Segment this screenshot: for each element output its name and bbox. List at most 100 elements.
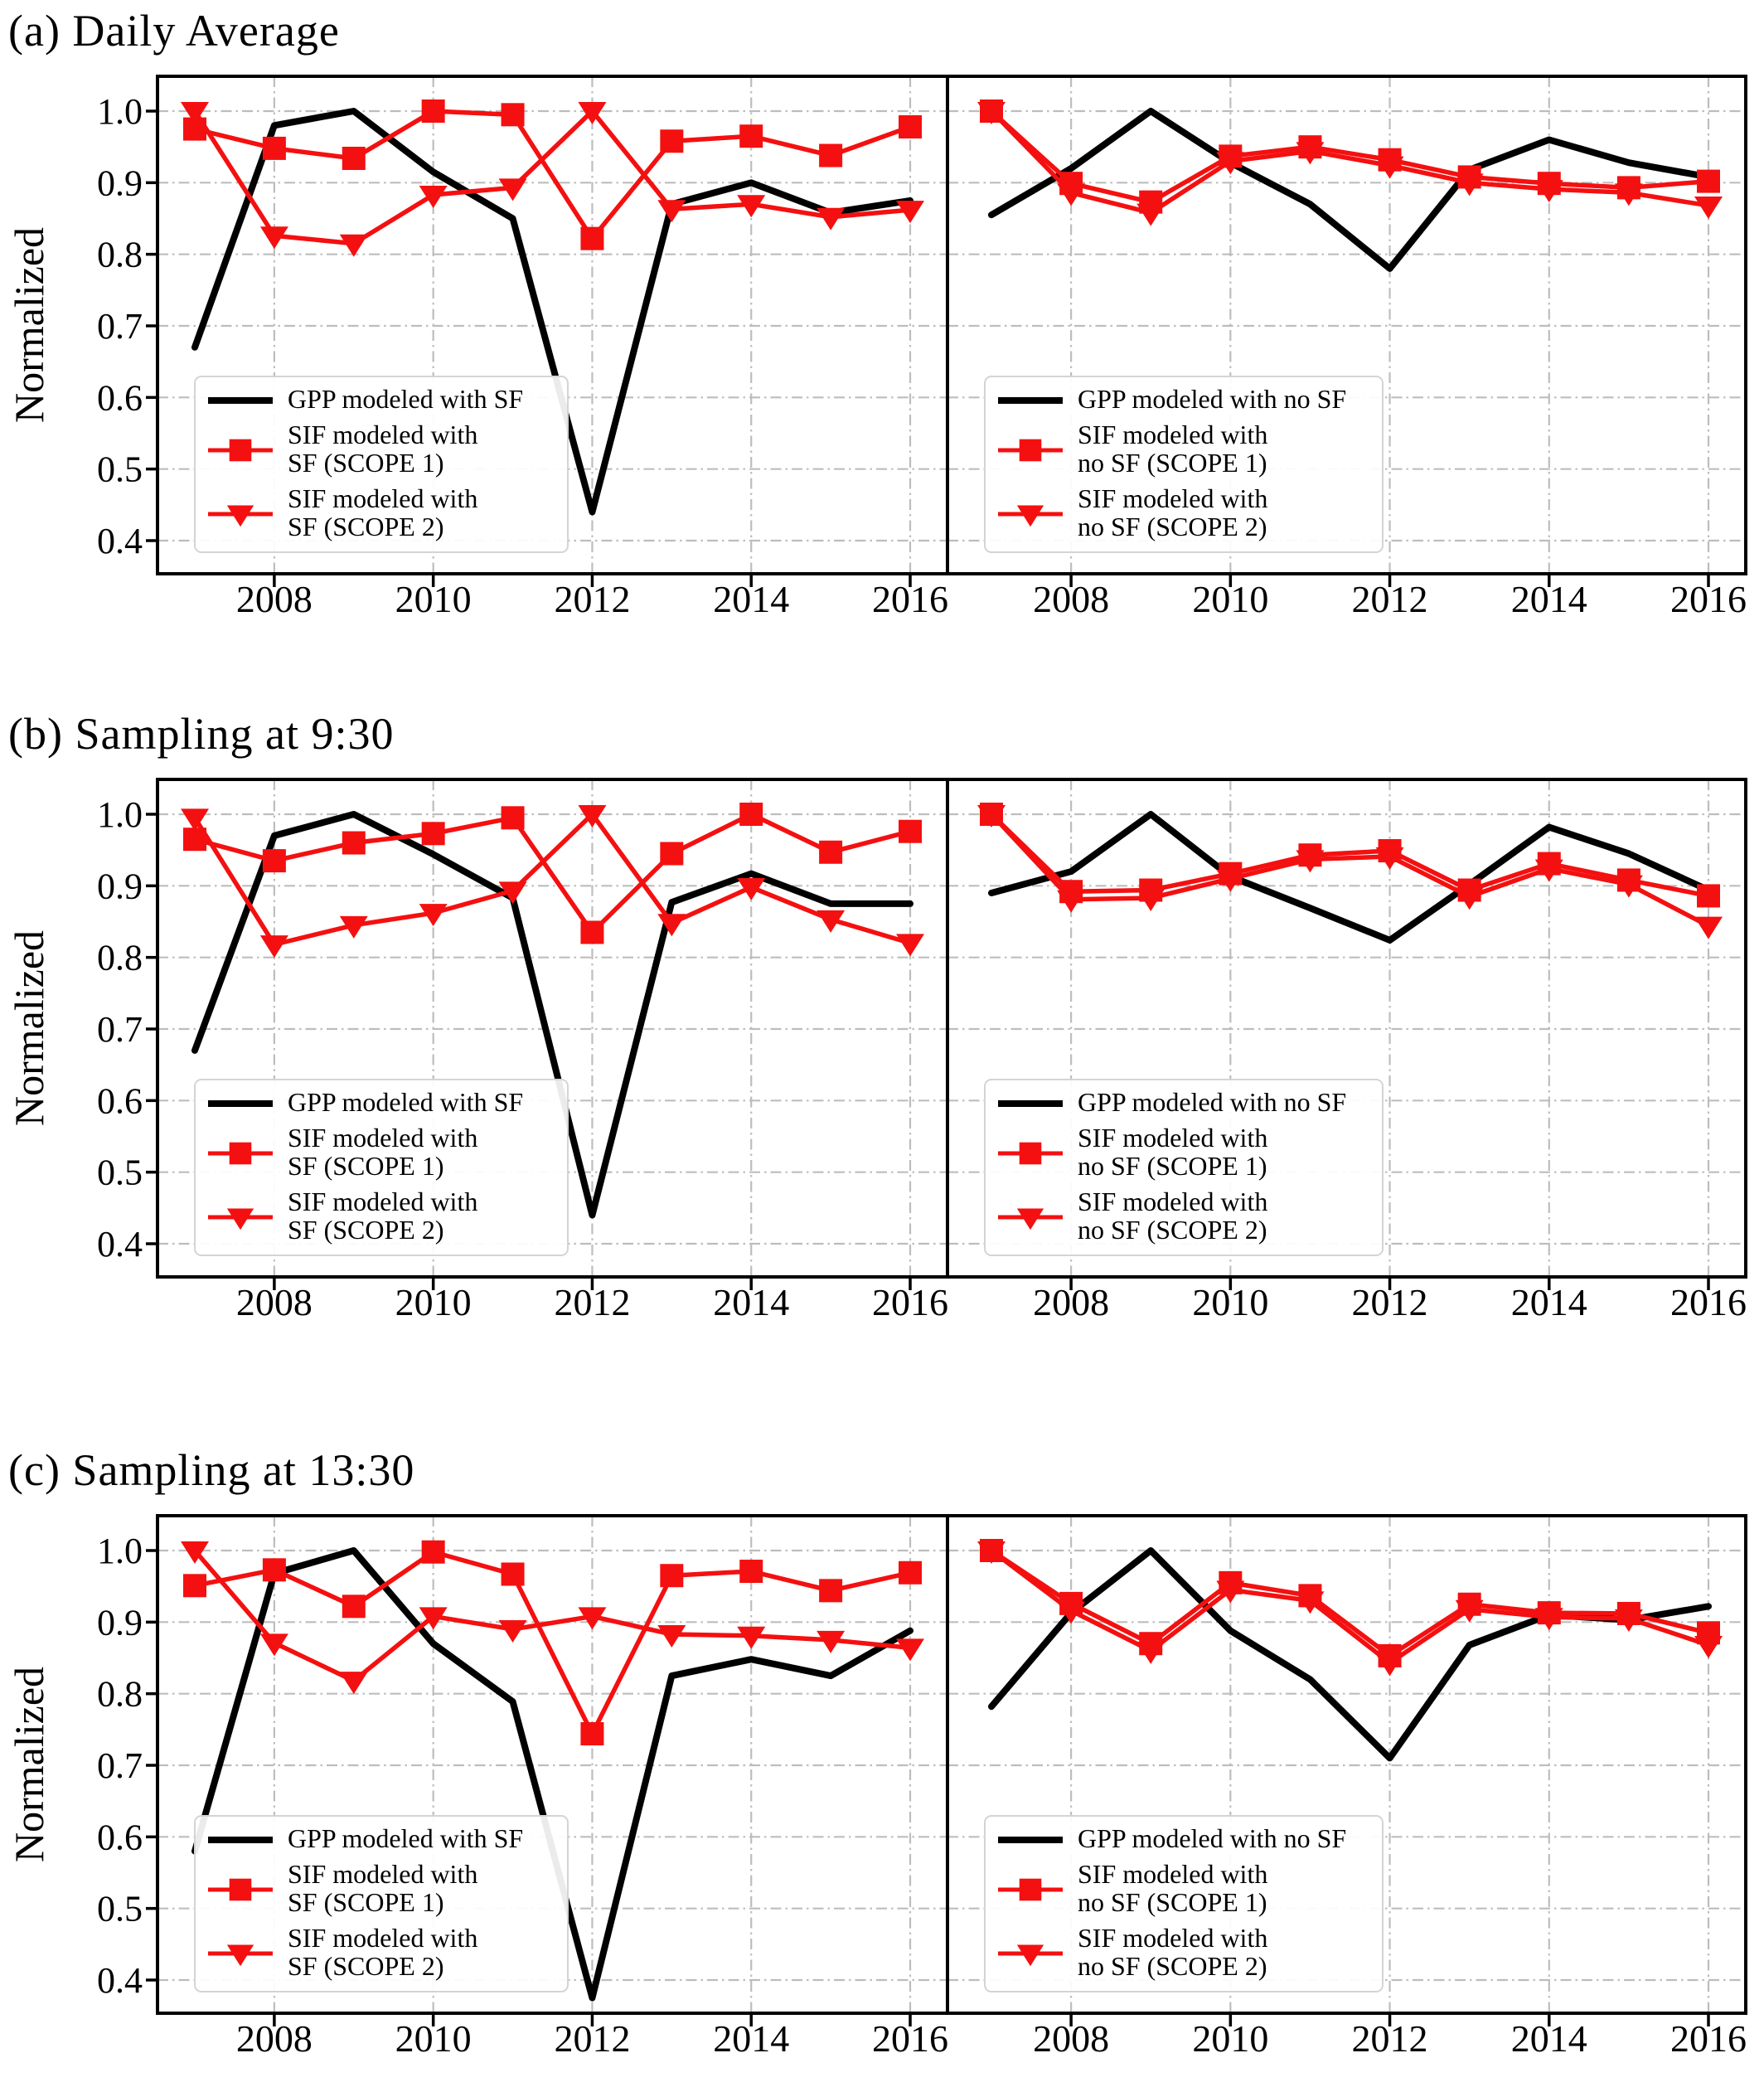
legend-label: SIF modeled with [288, 1859, 477, 1889]
x-tick-label: 2014 [1511, 2017, 1587, 2056]
y-axis-label: Normalized [6, 1667, 52, 1862]
legend-label: GPP modeled with no SF [1078, 1823, 1346, 1853]
x-tick-label: 2016 [1670, 1281, 1747, 1320]
legend-sample-square-icon [229, 1878, 252, 1901]
gridlines-b-right [947, 779, 1746, 1277]
legend-label: no SF (SCOPE 1) [1078, 1151, 1267, 1181]
panel-border-a-right [946, 75, 1747, 575]
legend-label: no SF (SCOPE 1) [1078, 1887, 1267, 1917]
series-line-c-right-2 [989, 1548, 1711, 1658]
legend-sample-triangle-down-icon [1016, 505, 1044, 527]
legend-label: SF (SCOPE 1) [288, 1887, 444, 1917]
x-tick-label: 2012 [554, 1281, 630, 1320]
series-markers-b-left-triangle-down [181, 805, 924, 959]
series-markers-b-right-square [980, 803, 1720, 908]
series-line-b-left-0 [191, 811, 914, 1219]
x-tick-label: 2012 [554, 578, 630, 617]
legend-label: GPP modeled with no SF [1078, 384, 1346, 414]
y-tick-label: 1.0 [97, 794, 143, 835]
x-tick-label: 2014 [713, 578, 789, 617]
y-tick-label: 0.6 [97, 1080, 143, 1121]
series-line-b-left-2 [192, 812, 913, 935]
axis-ticks-a-right [1069, 574, 1710, 587]
x-tick-label: 2012 [1352, 2017, 1428, 2056]
y-tick-label: 0.8 [97, 1674, 143, 1715]
legend-label: SIF modeled with [288, 1923, 477, 1953]
x-tick-label: 2016 [1670, 2017, 1747, 2056]
panel-a-left: 2008 2010 2012 2014 2016 1.0 0.9 0.8 0.7 0.6 0.5 0.… [6, 75, 949, 617]
series-line-a-left-2 [192, 109, 913, 241]
series-line-a-left-0 [191, 108, 914, 516]
x-tick-label: 2014 [713, 1281, 789, 1320]
panel-b-right: 2008 2010 2012 2014 2016 GPP modeled with no … [946, 778, 1747, 1320]
legend-label: SIF modeled with [1078, 1859, 1267, 1889]
legend-sample-square-icon [229, 439, 252, 462]
axis-ticks-c-left [146, 1549, 912, 2026]
y-tick-label: 0.5 [97, 449, 143, 490]
legend-a-right: GPP modeled with no SF SIF modeled withno… [984, 376, 1384, 553]
legend-label: GPP modeled with no SF [1078, 1087, 1346, 1117]
y-tick-label: 0.6 [97, 377, 143, 418]
panel-b-left: 2008 2010 2012 2014 2016 1.0 0.9 0.8 0.7 0.6 0.5 0.… [6, 778, 949, 1320]
y-tick-label: 1.0 [97, 91, 143, 132]
row-title-b: (b) Sampling at 9:30 [8, 709, 395, 759]
panel-border-b-right [946, 778, 1747, 1279]
y-tick-label: 0.7 [97, 306, 143, 347]
series-line-a-right-0 [988, 108, 1712, 272]
series-line-c-right-1 [989, 1548, 1711, 1666]
legend-sample-triangle-down-icon [226, 1944, 254, 1967]
legend-label: SIF modeled with [288, 1123, 477, 1153]
legend-label: SIF modeled with [1078, 483, 1267, 513]
x-tick-label: 2008 [1033, 2017, 1109, 2056]
series-line-c-left-1 [192, 1548, 913, 1683]
series-line-b-right-1 [989, 812, 1711, 929]
legend-sample-square-icon [229, 1142, 252, 1165]
series-markers-c-left-triangle-down [181, 1541, 924, 1695]
legend-label: SIF modeled with [288, 420, 477, 449]
series-line-c-right-0 [988, 1547, 1712, 1762]
legend-label: SIF modeled with [1078, 1923, 1267, 1953]
x-tick-label: 2010 [395, 578, 472, 617]
y-axis-label: Normalized [6, 930, 52, 1126]
row-sampling-1330: (c) Sampling at 13:30 2008 2010 2012 2014 20… [0, 1444, 1764, 2056]
axis-ticks-c-right [1069, 2013, 1710, 2026]
x-tick-label: 2010 [1192, 2017, 1268, 2056]
series-line-a-right-1 [989, 109, 1711, 216]
y-tick-label: 0.4 [97, 1224, 143, 1264]
series-line-a-left-1 [192, 109, 913, 246]
y-tick-label: 0.6 [97, 1817, 143, 1857]
y-tick-label: 0.4 [97, 521, 143, 561]
y-tick-label: 0.5 [97, 1889, 143, 1929]
legend-label: no SF (SCOPE 2) [1078, 512, 1267, 541]
y-tick-label: 0.9 [97, 1602, 143, 1643]
series-markers-b-left-square [183, 803, 922, 944]
legend-label: SF (SCOPE 1) [288, 1151, 444, 1181]
legend-label: GPP modeled with SF [288, 1087, 523, 1117]
x-tick-label: 2014 [713, 2017, 789, 2056]
y-tick-label: 0.8 [97, 938, 143, 978]
y-tick-label: 0.7 [97, 1009, 143, 1050]
x-tick-label: 2014 [1511, 578, 1587, 617]
y-tick-label: 0.8 [97, 235, 143, 275]
series-markers-a-right-square [980, 99, 1720, 214]
x-tick-label: 2010 [395, 1281, 472, 1320]
legend-label: no SF (SCOPE 2) [1078, 1951, 1267, 1981]
legend-sample-square-icon [1019, 439, 1042, 462]
x-tick-label: 2008 [1033, 578, 1109, 617]
axis-ticks-b-left [146, 813, 912, 1290]
y-tick-label: 0.9 [97, 866, 143, 906]
x-tick-label: 2012 [1352, 1281, 1428, 1320]
y-tick-label: 0.9 [97, 163, 143, 203]
charts-sampling-930: 2008 2010 2012 2014 2016 1.0 0.9 0.8 0.7 0.6 0.5 0.… [6, 778, 1747, 1320]
legend-label: GPP modeled with SF [288, 384, 523, 414]
charts-sampling-1330: 2008 2010 2012 2014 2016 1.0 0.9 0.8 0.7 0.6 0.5 0.… [6, 1514, 1747, 2056]
series-markers-c-right-triangle-down [977, 1541, 1723, 1677]
y-tick-label: 0.7 [97, 1745, 143, 1786]
series-markers-a-right-triangle-down [977, 102, 1723, 226]
x-tick-label: 2012 [554, 2017, 630, 2056]
series-markers-a-left-square [183, 99, 922, 250]
